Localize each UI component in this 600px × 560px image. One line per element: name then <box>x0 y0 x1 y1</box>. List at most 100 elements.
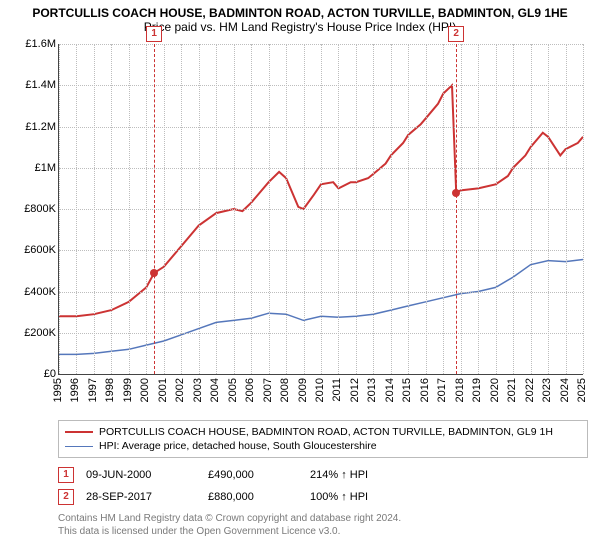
gridline-v <box>269 44 270 374</box>
chart-area: 12 £0 £200K £400K £600K £800K £1M £1.2M £1.4M £1… <box>10 38 590 418</box>
x-tick-label: 2011 <box>331 378 343 402</box>
sale-row-badge: 1 <box>58 467 74 483</box>
sale-row: 2 28-SEP-2017 £880,000 100% ↑ HPI <box>58 486 600 508</box>
x-tick-label: 2010 <box>314 378 326 402</box>
gridline-v <box>478 44 479 374</box>
x-tick-label: 2001 <box>157 378 169 402</box>
gridline-v <box>566 44 567 374</box>
y-tick-label: £1.2M <box>10 121 56 133</box>
gridline-v <box>199 44 200 374</box>
x-tick-label: 2016 <box>419 378 431 402</box>
gridline-v <box>391 44 392 374</box>
x-tick-label: 1997 <box>87 378 99 402</box>
legend-item: PORTCULLIS COACH HOUSE, BADMINTON ROAD, … <box>65 425 581 439</box>
attribution-line: This data is licensed under the Open Gov… <box>58 525 600 538</box>
x-tick-label: 2020 <box>489 378 501 402</box>
chart-subtitle: Price paid vs. HM Land Registry's House … <box>0 20 600 38</box>
x-tick-label: 2000 <box>139 378 151 402</box>
x-tick-label: 1998 <box>104 378 116 402</box>
gridline-v <box>164 44 165 374</box>
x-tick-label: 2019 <box>471 378 483 402</box>
x-tick-label: 2005 <box>227 378 239 402</box>
x-tick-label: 1995 <box>52 378 64 402</box>
sale-pct: 214% ↑ HPI <box>310 469 420 481</box>
sale-date: 09-JUN-2000 <box>86 469 196 481</box>
gridline-v <box>338 44 339 374</box>
legend: PORTCULLIS COACH HOUSE, BADMINTON ROAD, … <box>58 420 588 458</box>
x-tick-label: 2013 <box>366 378 378 402</box>
legend-label: HPI: Average price, detached house, Sout… <box>99 440 377 452</box>
sale-marker-line <box>154 44 155 374</box>
sale-price: £490,000 <box>208 469 298 481</box>
x-tick-label: 2004 <box>209 378 221 402</box>
sale-pct: 100% ↑ HPI <box>310 491 420 503</box>
gridline-v <box>443 44 444 374</box>
sale-row-badge: 2 <box>58 489 74 505</box>
gridline-v <box>531 44 532 374</box>
sale-marker-dot <box>452 189 460 197</box>
sale-marker-dot <box>150 269 158 277</box>
gridline-v <box>461 44 462 374</box>
x-tick-label: 2021 <box>506 378 518 402</box>
gridline-v <box>216 44 217 374</box>
gridline-v <box>548 44 549 374</box>
gridline-v <box>181 44 182 374</box>
x-tick-label: 2025 <box>576 378 588 402</box>
gridline-v <box>426 44 427 374</box>
y-tick-label: £800K <box>10 203 56 215</box>
y-tick-label: £0 <box>10 368 56 380</box>
sale-marker-badge: 2 <box>448 26 464 42</box>
gridline-v <box>94 44 95 374</box>
sale-price: £880,000 <box>208 491 298 503</box>
y-tick-label: £600K <box>10 244 56 256</box>
gridline-v <box>583 44 584 374</box>
gridline-v <box>111 44 112 374</box>
y-tick-label: £200K <box>10 327 56 339</box>
x-tick-label: 2018 <box>454 378 466 402</box>
gridline-v <box>59 44 60 374</box>
legend-item: HPI: Average price, detached house, Sout… <box>65 439 581 453</box>
gridline-v <box>234 44 235 374</box>
legend-swatch <box>65 446 93 447</box>
sale-marker-badge: 1 <box>146 26 162 42</box>
chart-title: PORTCULLIS COACH HOUSE, BADMINTON ROAD, … <box>0 0 600 20</box>
x-tick-label: 2008 <box>279 378 291 402</box>
sale-date: 28-SEP-2017 <box>86 491 196 503</box>
x-tick-label: 2015 <box>401 378 413 402</box>
plot-area: 12 <box>58 44 583 375</box>
x-tick-label: 1996 <box>69 378 81 402</box>
gridline-v <box>356 44 357 374</box>
x-tick-label: 2003 <box>192 378 204 402</box>
sale-marker-line <box>456 44 457 374</box>
legend-label: PORTCULLIS COACH HOUSE, BADMINTON ROAD, … <box>99 426 553 438</box>
gridline-v <box>408 44 409 374</box>
x-tick-label: 2006 <box>244 378 256 402</box>
gridline-v <box>373 44 374 374</box>
x-tick-label: 2023 <box>541 378 553 402</box>
gridline-v <box>286 44 287 374</box>
y-tick-label: £1.6M <box>10 38 56 50</box>
gridline-v <box>496 44 497 374</box>
x-tick-label: 2012 <box>349 378 361 402</box>
x-tick-label: 2017 <box>436 378 448 402</box>
sales-table: 1 09-JUN-2000 £490,000 214% ↑ HPI 2 28-SEP-20… <box>58 464 600 508</box>
gridline-v <box>129 44 130 374</box>
attribution: Contains HM Land Registry data © Crown c… <box>58 512 600 538</box>
y-tick-label: £1M <box>10 162 56 174</box>
gridline-v <box>76 44 77 374</box>
sale-row: 1 09-JUN-2000 £490,000 214% ↑ HPI <box>58 464 600 486</box>
gridline-v <box>321 44 322 374</box>
x-tick-label: 2024 <box>559 378 571 402</box>
x-tick-label: 2014 <box>384 378 396 402</box>
gridline-v <box>513 44 514 374</box>
gridline-v <box>251 44 252 374</box>
gridline-v <box>146 44 147 374</box>
y-tick-label: £400K <box>10 286 56 298</box>
legend-swatch <box>65 431 93 433</box>
attribution-line: Contains HM Land Registry data © Crown c… <box>58 512 600 525</box>
y-tick-label: £1.4M <box>10 79 56 91</box>
x-tick-label: 2007 <box>262 378 274 402</box>
x-tick-label: 1999 <box>122 378 134 402</box>
x-tick-label: 2022 <box>524 378 536 402</box>
x-tick-label: 2009 <box>297 378 309 402</box>
